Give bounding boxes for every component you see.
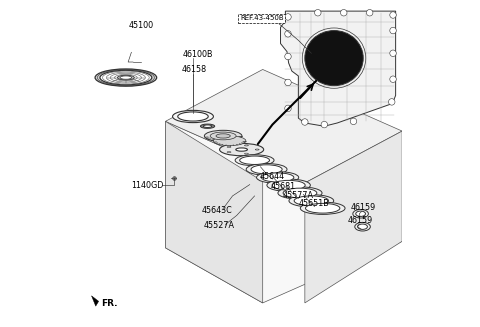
Ellipse shape: [204, 130, 242, 142]
Text: 45651B: 45651B: [298, 199, 329, 208]
Circle shape: [366, 9, 373, 16]
Text: FR.: FR.: [101, 299, 118, 308]
Circle shape: [285, 30, 291, 37]
Circle shape: [390, 76, 396, 82]
Circle shape: [350, 118, 357, 125]
Text: 46100B: 46100B: [182, 50, 213, 59]
Text: 46159: 46159: [350, 203, 376, 213]
Ellipse shape: [289, 195, 334, 207]
Polygon shape: [166, 121, 263, 303]
Text: 45100: 45100: [129, 21, 154, 30]
Ellipse shape: [227, 152, 231, 153]
Ellipse shape: [278, 187, 322, 199]
Ellipse shape: [214, 136, 246, 146]
Polygon shape: [166, 121, 402, 303]
Ellipse shape: [201, 124, 215, 129]
Ellipse shape: [178, 112, 208, 121]
Polygon shape: [166, 69, 402, 183]
Circle shape: [301, 119, 308, 125]
Ellipse shape: [244, 153, 248, 154]
Ellipse shape: [355, 222, 371, 231]
Ellipse shape: [246, 164, 287, 175]
Text: 45577A: 45577A: [282, 191, 313, 200]
Ellipse shape: [244, 145, 248, 146]
Ellipse shape: [358, 224, 367, 230]
Polygon shape: [280, 11, 396, 126]
Ellipse shape: [95, 69, 156, 86]
Ellipse shape: [356, 211, 365, 216]
Circle shape: [388, 99, 395, 105]
Circle shape: [390, 12, 396, 18]
Ellipse shape: [227, 146, 231, 147]
Polygon shape: [305, 131, 402, 303]
Circle shape: [285, 53, 291, 60]
Circle shape: [285, 79, 291, 86]
Ellipse shape: [300, 202, 345, 215]
Ellipse shape: [305, 203, 340, 213]
Circle shape: [390, 27, 396, 34]
Ellipse shape: [305, 30, 363, 86]
Circle shape: [340, 9, 347, 16]
Text: 45527A: 45527A: [204, 221, 235, 230]
Circle shape: [285, 14, 291, 20]
Text: 1140GD: 1140GD: [132, 181, 164, 190]
Ellipse shape: [236, 148, 248, 151]
Ellipse shape: [240, 156, 269, 164]
Ellipse shape: [294, 196, 328, 206]
Ellipse shape: [120, 76, 132, 79]
Text: 46158: 46158: [181, 65, 206, 74]
Ellipse shape: [235, 155, 274, 166]
Text: REF.43-450B: REF.43-450B: [240, 15, 284, 21]
Ellipse shape: [216, 134, 230, 138]
Circle shape: [314, 9, 321, 16]
Ellipse shape: [353, 210, 368, 218]
Ellipse shape: [256, 172, 299, 183]
Polygon shape: [92, 296, 98, 306]
Text: 46159: 46159: [348, 216, 372, 225]
Text: 45681: 45681: [271, 182, 296, 191]
Ellipse shape: [118, 75, 134, 80]
Ellipse shape: [267, 179, 311, 191]
Circle shape: [390, 50, 396, 57]
Ellipse shape: [283, 188, 317, 198]
Ellipse shape: [100, 70, 152, 85]
Ellipse shape: [262, 173, 294, 182]
Ellipse shape: [173, 110, 214, 123]
Text: 45644: 45644: [259, 172, 284, 181]
Ellipse shape: [251, 165, 282, 174]
Ellipse shape: [204, 125, 212, 128]
Ellipse shape: [255, 149, 259, 150]
Ellipse shape: [272, 181, 305, 190]
Text: 45643C: 45643C: [202, 206, 233, 215]
Circle shape: [321, 121, 327, 128]
Circle shape: [285, 105, 291, 112]
Ellipse shape: [210, 132, 236, 140]
Ellipse shape: [219, 143, 264, 156]
